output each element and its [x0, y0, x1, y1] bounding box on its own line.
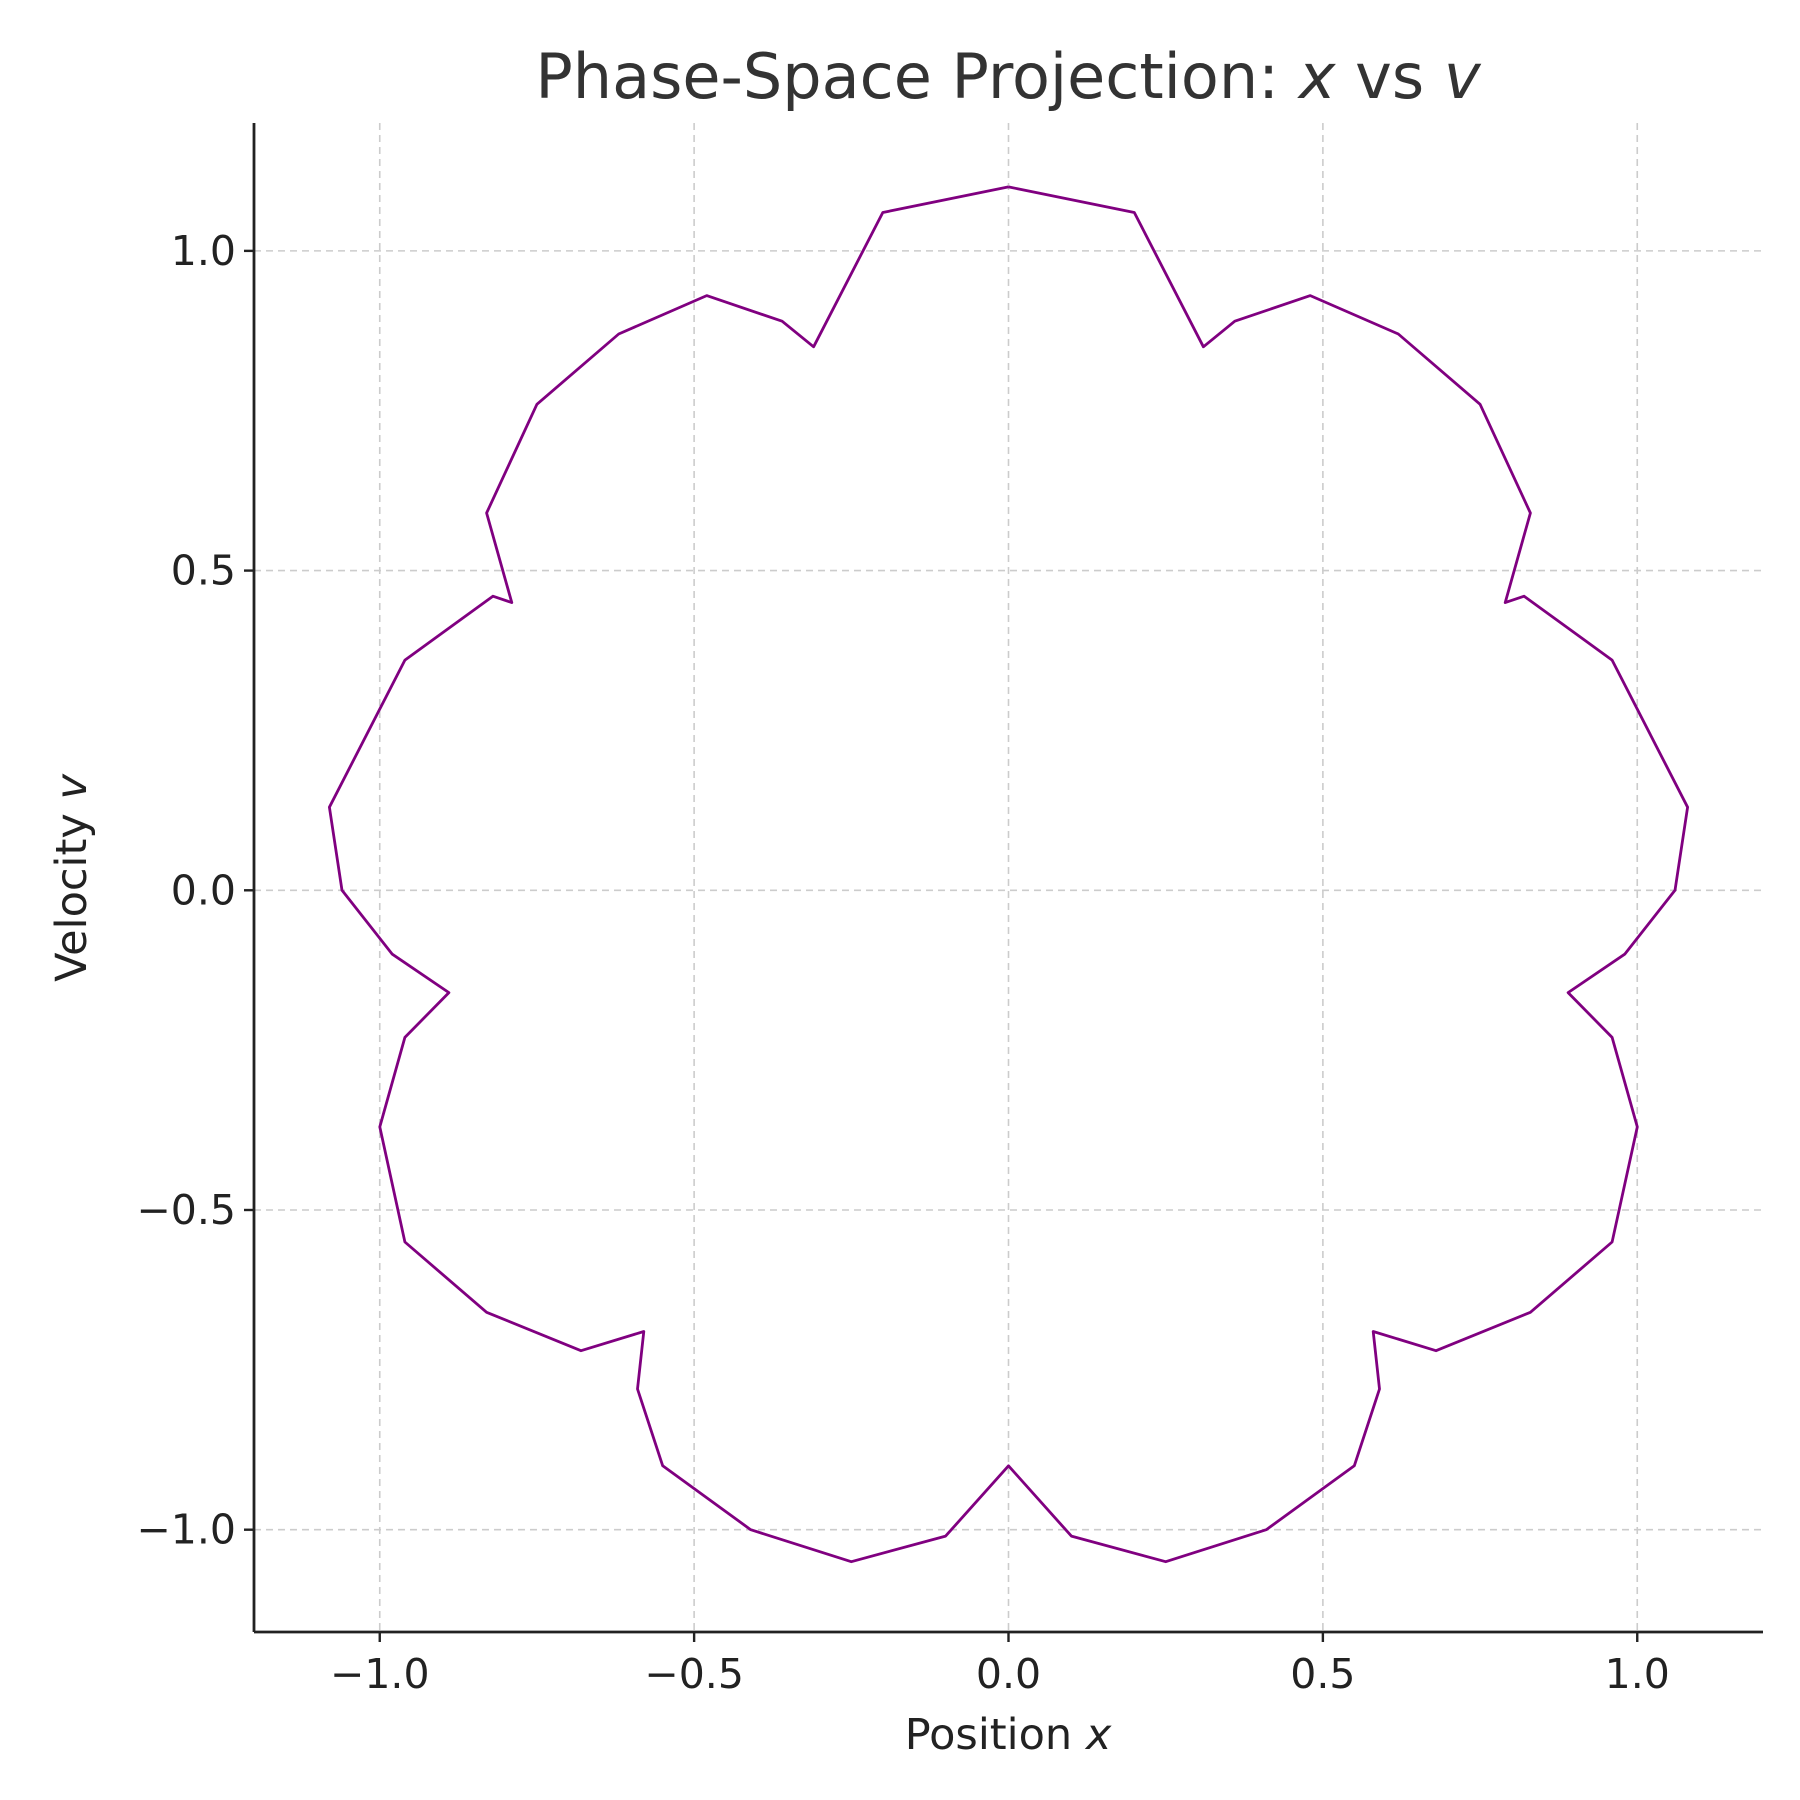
y-axis-label: Velocity v — [47, 774, 97, 982]
x-tick-label: 0.5 — [1290, 1650, 1355, 1698]
x-tick-label: −1.0 — [330, 1650, 430, 1698]
x-tick-label: 0.0 — [976, 1650, 1041, 1698]
x-tick-label: 1.0 — [1605, 1650, 1670, 1698]
y-tick-label: −1.0 — [136, 1506, 236, 1554]
x-axis-label: Position x — [905, 1710, 1112, 1760]
chart-title: Phase-Space Projection: x vs v — [535, 40, 1481, 113]
x-tick-label: −0.5 — [644, 1650, 744, 1698]
y-tick-label: 0.5 — [171, 547, 236, 595]
y-tick-label: 0.0 — [171, 866, 236, 914]
phase-curve — [328, 185, 1689, 1564]
y-tick-label: −0.5 — [136, 1186, 236, 1234]
ticks: −1.0 −0.5 0.0 0.5 1.0 −1.0 −0.5 0.0 0.5 1.0 — [136, 227, 1669, 1698]
y-tick-label: 1.0 — [171, 227, 236, 275]
